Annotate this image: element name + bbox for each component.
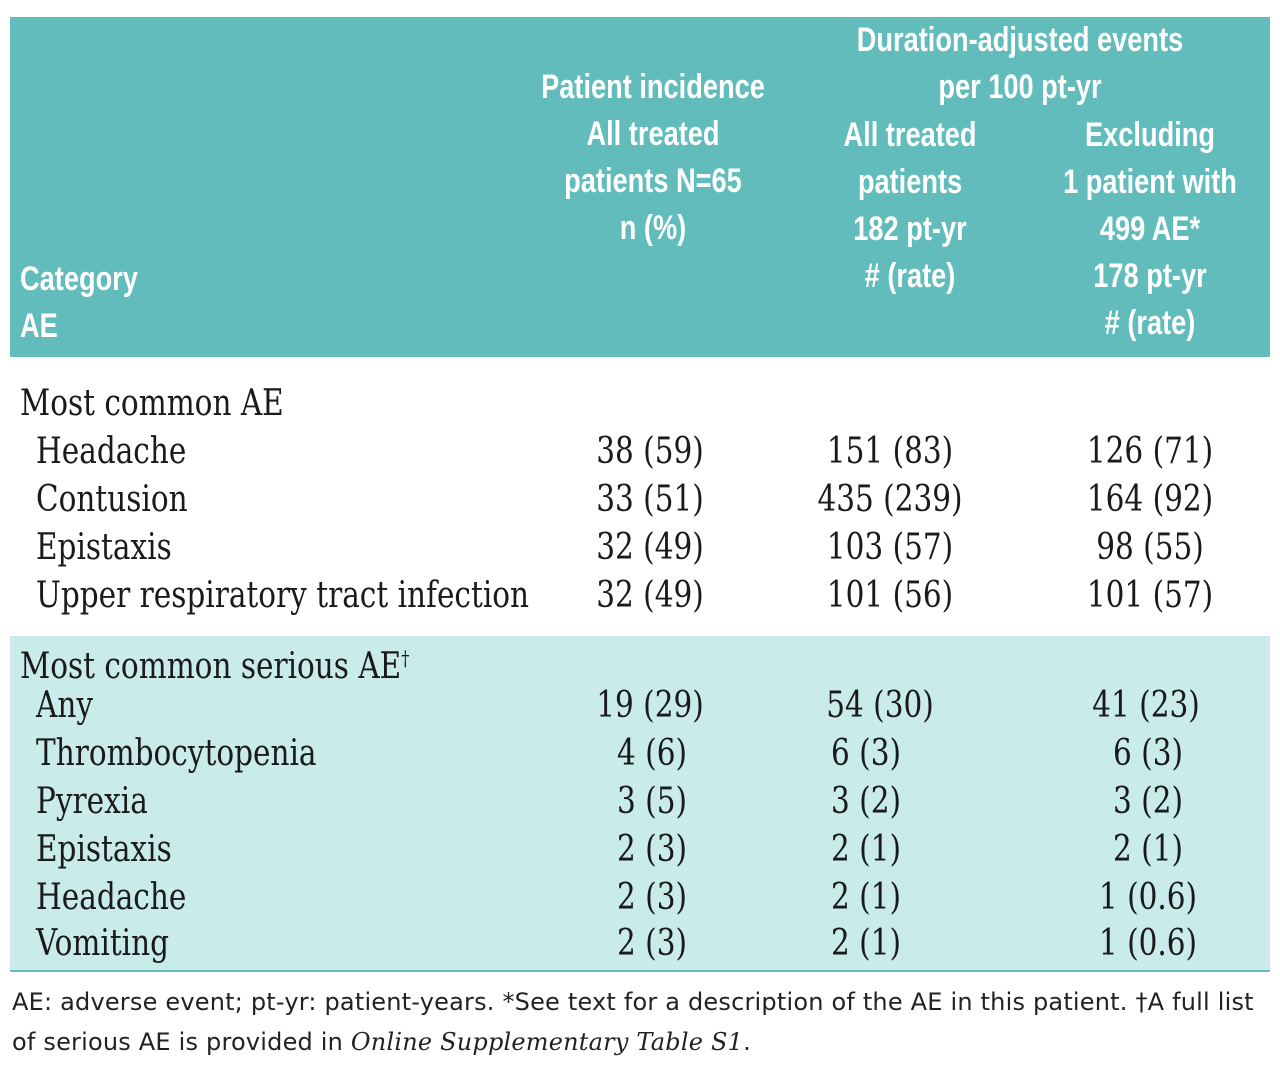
incidence-value: 2 (3) bbox=[617, 923, 687, 964]
excluding-value: 101 (57) bbox=[1086, 575, 1214, 616]
section-title-text: Most common serious AE bbox=[20, 646, 402, 687]
column-header-line: n (%) bbox=[619, 209, 687, 247]
column-header-line: patients bbox=[857, 163, 963, 201]
excluding-value: 126 (71) bbox=[1086, 431, 1214, 472]
column-header-category: Category AE bbox=[20, 256, 138, 350]
column-header-line: # (rate) bbox=[1104, 304, 1196, 342]
incidence-value: 33 (51) bbox=[596, 479, 704, 520]
table-bottom-rule bbox=[10, 970, 1270, 972]
excluding-value: 164 (92) bbox=[1086, 479, 1214, 520]
column-header-line: patients N=65 bbox=[564, 162, 742, 200]
row-label: Epistaxis bbox=[36, 527, 172, 568]
all-treated-value: 2 (1) bbox=[831, 877, 901, 918]
column-header-line: All treated bbox=[843, 116, 977, 154]
incidence-value: 4 (6) bbox=[617, 733, 687, 774]
incidence-value: 32 (49) bbox=[596, 575, 704, 616]
all-treated-value: 6 (3) bbox=[831, 733, 901, 774]
all-treated-value: 2 (1) bbox=[831, 923, 901, 964]
row-label: Headache bbox=[36, 431, 187, 472]
row-label: Upper respiratory tract infection bbox=[36, 575, 530, 616]
row-label: Pyrexia bbox=[36, 781, 148, 822]
section-title-most-common-serious-ae: Most common serious AE† bbox=[20, 634, 409, 691]
all-treated-value: 103 (57) bbox=[826, 527, 954, 568]
row-label: Any bbox=[36, 685, 94, 726]
all-treated-value: 2 (1) bbox=[831, 829, 901, 870]
footnote-end: . bbox=[743, 1028, 751, 1056]
group-header-duration-adjusted: Duration-adjusted events per 100 pt-yr bbox=[836, 17, 1204, 111]
excluding-value: 1 (0.6) bbox=[1098, 877, 1198, 918]
incidence-value: 3 (5) bbox=[617, 781, 687, 822]
row-label: Contusion bbox=[36, 479, 188, 520]
all-treated-value: 54 (30) bbox=[826, 685, 934, 726]
incidence-value: 32 (49) bbox=[596, 527, 704, 568]
column-header-line: AE bbox=[20, 307, 58, 345]
column-header-line: # (rate) bbox=[864, 257, 956, 295]
excluding-value: 1 (0.6) bbox=[1098, 923, 1198, 964]
all-treated-value: 3 (2) bbox=[831, 781, 901, 822]
row-label: Epistaxis bbox=[36, 829, 172, 870]
dagger-mark: † bbox=[401, 646, 410, 670]
column-header-line: Category bbox=[20, 260, 138, 298]
column-header-line: 1 patient with bbox=[1063, 163, 1237, 201]
row-label: Vomiting bbox=[36, 923, 170, 964]
column-header-line: 499 AE* bbox=[1099, 210, 1201, 248]
group-title-line1: Duration-adjusted events bbox=[856, 21, 1184, 59]
footnote-reference: Online Supplementary Table S1 bbox=[350, 1028, 744, 1056]
row-label: Headache bbox=[36, 877, 187, 918]
excluding-value: 41 (23) bbox=[1092, 685, 1200, 726]
incidence-value: 2 (3) bbox=[617, 877, 687, 918]
column-header-line: Excluding bbox=[1085, 116, 1215, 154]
column-header-all-treated: All treated patients 182 pt-yr # (rate) bbox=[822, 112, 998, 300]
section-title-most-common-ae: Most common AE bbox=[20, 383, 284, 424]
excluding-value: 98 (55) bbox=[1096, 527, 1204, 568]
column-header-line: 178 pt-yr bbox=[1093, 257, 1207, 295]
row-label: Thrombocytopenia bbox=[36, 733, 317, 774]
all-treated-value: 151 (83) bbox=[826, 431, 954, 472]
column-header-patient-incidence: Patient incidence All treated patients N… bbox=[531, 64, 776, 252]
footnote-text: AE: adverse event; pt-yr: patient-years.… bbox=[12, 988, 1254, 1056]
serious-ae-section-band bbox=[10, 636, 1270, 970]
group-title-line2: per 100 pt-yr bbox=[938, 68, 1102, 106]
column-header-excluding: Excluding 1 patient with 499 AE* 178 pt-… bbox=[1054, 112, 1246, 347]
column-header-line: 182 pt-yr bbox=[853, 210, 967, 248]
excluding-value: 3 (2) bbox=[1113, 781, 1183, 822]
all-treated-value: 101 (56) bbox=[826, 575, 954, 616]
incidence-value: 2 (3) bbox=[617, 829, 687, 870]
table-header bbox=[10, 17, 1270, 357]
column-header-line: Patient incidence bbox=[541, 68, 765, 106]
incidence-value: 19 (29) bbox=[596, 685, 704, 726]
table-footnote: AE: adverse event; pt-yr: patient-years.… bbox=[12, 982, 1274, 1062]
all-treated-value: 435 (239) bbox=[817, 479, 963, 520]
excluding-value: 2 (1) bbox=[1113, 829, 1183, 870]
excluding-value: 6 (3) bbox=[1113, 733, 1183, 774]
column-header-line: All treated bbox=[586, 115, 720, 153]
incidence-value: 38 (59) bbox=[596, 431, 704, 472]
